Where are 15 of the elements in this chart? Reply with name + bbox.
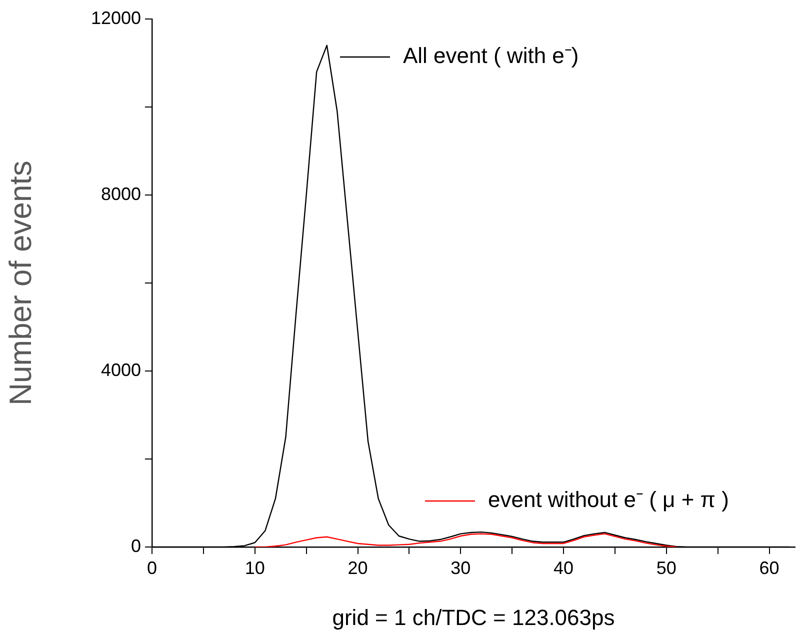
x-axis-title: grid = 1 ch/TDC = 123.063ps [332, 604, 615, 630]
y-tick-label: 8000 [100, 184, 141, 204]
x-tick-label: 50 [656, 558, 676, 578]
y-axis-title: Number of events [3, 160, 38, 406]
x-tick-label: 40 [554, 558, 574, 578]
y-tick-label: 0 [130, 536, 141, 556]
x-tick-label: 60 [759, 558, 780, 578]
y-tick-label: 4000 [100, 360, 141, 380]
x-tick-label: 0 [146, 558, 158, 578]
x-tick-label: 30 [450, 558, 471, 578]
legend-label: event without e⁻ ( μ + π ) [488, 487, 729, 512]
x-tick-label: 10 [244, 558, 265, 578]
legend-label: All event ( with e⁻) [403, 43, 579, 68]
y-tick-label: 12000 [90, 8, 141, 28]
x-tick-label: 20 [348, 558, 368, 578]
